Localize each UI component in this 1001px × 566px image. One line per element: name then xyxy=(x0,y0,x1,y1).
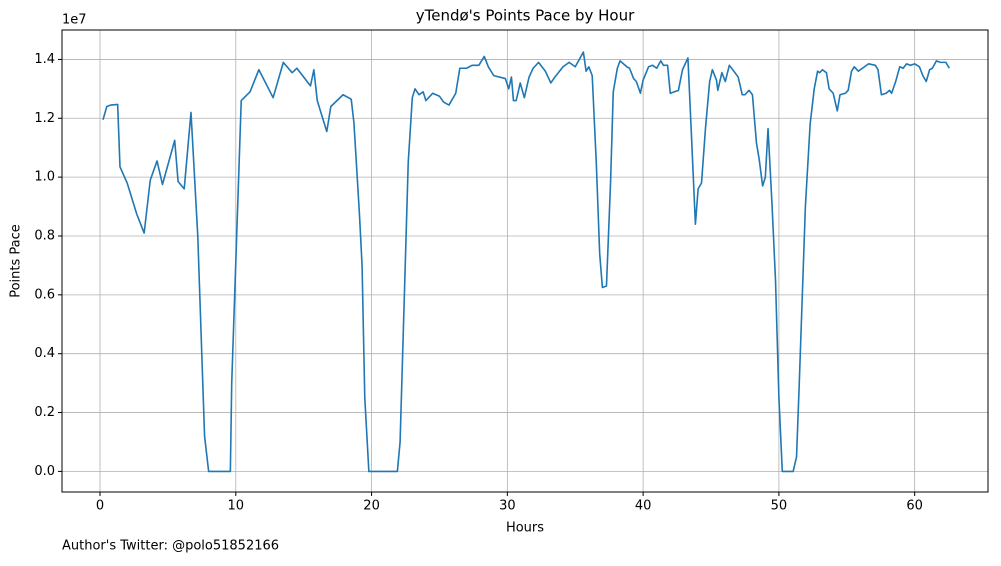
y-tick-label: 1.0 xyxy=(34,170,55,185)
y-tick-label: 0.0 xyxy=(34,464,55,479)
y-tick-label: 0.2 xyxy=(34,405,55,420)
x-tick-label: 50 xyxy=(771,499,788,514)
data-line xyxy=(102,51,950,473)
chart-title: yTendø's Points Pace by Hour xyxy=(416,7,635,25)
x-tick-label: 30 xyxy=(499,499,516,514)
y-tick-label: 0.6 xyxy=(34,287,55,302)
y-offset-label: 1e7 xyxy=(62,13,87,28)
x-axis-label: Hours xyxy=(506,521,544,536)
y-tick-label: 1.2 xyxy=(34,111,55,126)
x-tick-label: 60 xyxy=(906,499,923,514)
y-tick-label: 0.4 xyxy=(34,346,55,361)
x-tick-label: 0 xyxy=(96,499,104,514)
x-tick-label: 20 xyxy=(363,499,380,514)
x-tick-label: 40 xyxy=(635,499,652,514)
y-axis-label: Points Pace xyxy=(9,224,24,298)
x-tick-label: 10 xyxy=(228,499,245,514)
footnote: Author's Twitter: @polo51852166 xyxy=(62,539,279,554)
plot-frame xyxy=(61,29,989,493)
y-tick-label: 0.8 xyxy=(34,228,55,243)
y-tick-label: 1.4 xyxy=(34,52,55,67)
